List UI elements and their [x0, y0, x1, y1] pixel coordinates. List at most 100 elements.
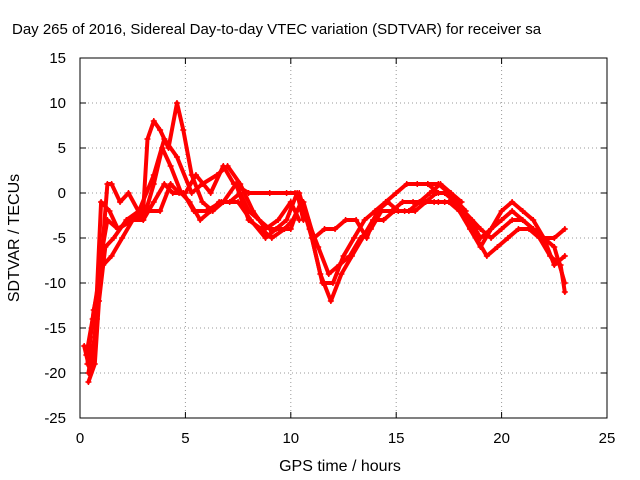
data-point: [399, 199, 406, 205]
data-point: [235, 199, 242, 205]
data-point: [466, 217, 473, 223]
plot-frame: [79, 57, 608, 419]
data-point: [300, 199, 307, 205]
data-point: [207, 208, 214, 214]
data-point: [287, 226, 294, 232]
data-point: [277, 226, 284, 232]
data-point: [85, 379, 92, 385]
data-point: [114, 226, 121, 232]
data-point: [498, 208, 505, 214]
data-point: [275, 217, 282, 223]
data-point: [357, 235, 364, 241]
data-point: [530, 217, 537, 223]
series-line: [85, 101, 312, 366]
data-point: [353, 217, 360, 223]
data-point: [509, 208, 516, 214]
series-5: [85, 145, 301, 376]
data-point: [283, 217, 290, 223]
data-point: [144, 136, 151, 142]
data-point: [266, 226, 273, 232]
data-point: [237, 190, 244, 196]
data-point: [420, 199, 427, 205]
data-point: [108, 181, 115, 187]
data-point: [530, 226, 537, 232]
data-point: [509, 217, 516, 223]
data-point: [498, 217, 505, 223]
data-point: [380, 217, 387, 223]
y-tick-label: -25: [44, 410, 66, 427]
data-point: [173, 154, 180, 160]
data-point: [477, 226, 484, 232]
data-point: [367, 226, 374, 232]
data-point: [91, 334, 98, 340]
data-point: [304, 217, 311, 223]
x-axis-label: GPS time / hours: [279, 458, 401, 475]
data-point: [188, 190, 195, 196]
data-point: [509, 199, 516, 205]
data-point: [435, 199, 442, 205]
data-point: [342, 217, 349, 223]
data-point: [315, 244, 322, 250]
data-point: [150, 118, 157, 124]
data-point: [106, 208, 113, 214]
data-point: [393, 190, 400, 196]
y-tick-label: 5: [58, 140, 66, 157]
data-point: [108, 253, 115, 259]
series-1: [81, 163, 299, 376]
data-point: [384, 199, 391, 205]
data-point: [340, 253, 347, 259]
data-point: [245, 208, 252, 214]
data-point: [283, 190, 290, 196]
data-point: [207, 190, 214, 196]
data-point: [329, 280, 336, 286]
data-point: [245, 217, 252, 223]
data-point: [197, 217, 204, 223]
data-point: [214, 172, 221, 178]
data-point: [85, 370, 92, 376]
data-point: [294, 208, 301, 214]
data-point: [363, 235, 370, 241]
data-series: [81, 100, 568, 385]
data-point: [405, 208, 412, 214]
data-point: [445, 199, 452, 205]
data-point: [262, 235, 269, 241]
data-point: [551, 244, 558, 250]
data-point: [100, 262, 107, 268]
data-point: [561, 226, 568, 232]
y-tick-label: 10: [49, 95, 66, 112]
data-point: [119, 235, 126, 241]
data-point: [169, 190, 176, 196]
data-point: [127, 217, 134, 223]
series-13: [456, 208, 568, 268]
data-point: [317, 271, 324, 277]
data-point: [410, 199, 417, 205]
data-point: [488, 226, 495, 232]
data-point: [519, 208, 526, 214]
data-point: [494, 244, 501, 250]
data-point: [173, 100, 180, 106]
data-point: [424, 181, 431, 187]
data-point: [140, 217, 147, 223]
data-point: [458, 199, 465, 205]
y-tick-label: -10: [44, 275, 66, 292]
data-point: [332, 226, 339, 232]
data-point: [161, 181, 168, 187]
series-6: [298, 181, 463, 286]
data-point: [226, 199, 233, 205]
data-point: [159, 145, 166, 151]
data-point: [395, 208, 402, 214]
data-point: [125, 190, 132, 196]
y-tick-label: 0: [58, 185, 66, 202]
chart-title: Day 265 of 2016, Sidereal Day-to-day VTE…: [12, 21, 542, 38]
data-point: [117, 199, 124, 205]
data-point: [477, 235, 484, 241]
data-point: [515, 226, 522, 232]
x-tick-label: 10: [282, 430, 299, 447]
data-point: [351, 235, 358, 241]
y-tick-label: -20: [44, 365, 66, 382]
data-point: [412, 208, 419, 214]
data-point: [551, 262, 558, 268]
data-point: [414, 181, 421, 187]
data-point: [167, 163, 174, 169]
